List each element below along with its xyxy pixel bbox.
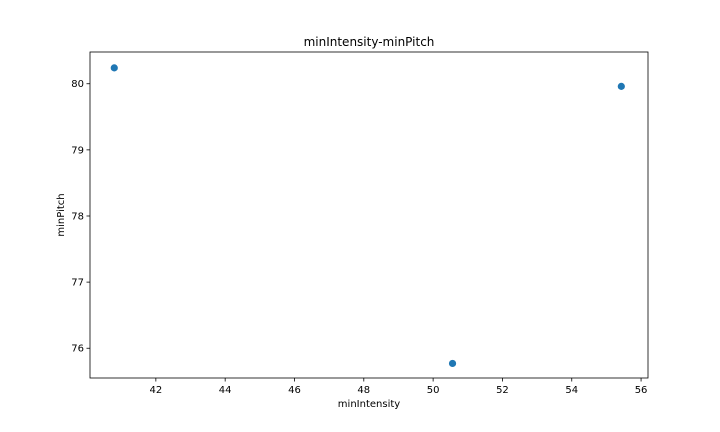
x-tick-label: 56 (635, 385, 648, 396)
x-tick-label: 44 (219, 385, 232, 396)
data-point (110, 64, 118, 72)
plot-area (89, 51, 649, 379)
chart-title: minIntensity-minPitch (304, 35, 435, 49)
x-tick-label: 50 (427, 385, 440, 396)
x-tick-label: 42 (149, 385, 162, 396)
y-tick-label: 76 (71, 344, 84, 355)
x-axis-label: minIntensity (338, 399, 400, 410)
y-tick-label: 80 (71, 79, 84, 90)
y-tick-label: 79 (71, 145, 84, 156)
y-axis-label: minPitch (56, 193, 67, 236)
plot-frame (89, 51, 649, 379)
x-axis: 42 44 46 48 50 52 54 56 (149, 378, 647, 396)
x-tick-label: 54 (565, 385, 578, 396)
data-point (617, 82, 625, 90)
data-point (448, 359, 457, 368)
x-tick-label: 48 (357, 385, 370, 396)
y-axis: 76 77 78 79 80 (71, 79, 90, 355)
x-tick-label: 52 (496, 385, 509, 396)
y-tick-label: 77 (71, 278, 84, 289)
y-tick-label: 78 (71, 211, 84, 222)
data-points (110, 64, 625, 368)
x-tick-label: 46 (288, 385, 301, 396)
